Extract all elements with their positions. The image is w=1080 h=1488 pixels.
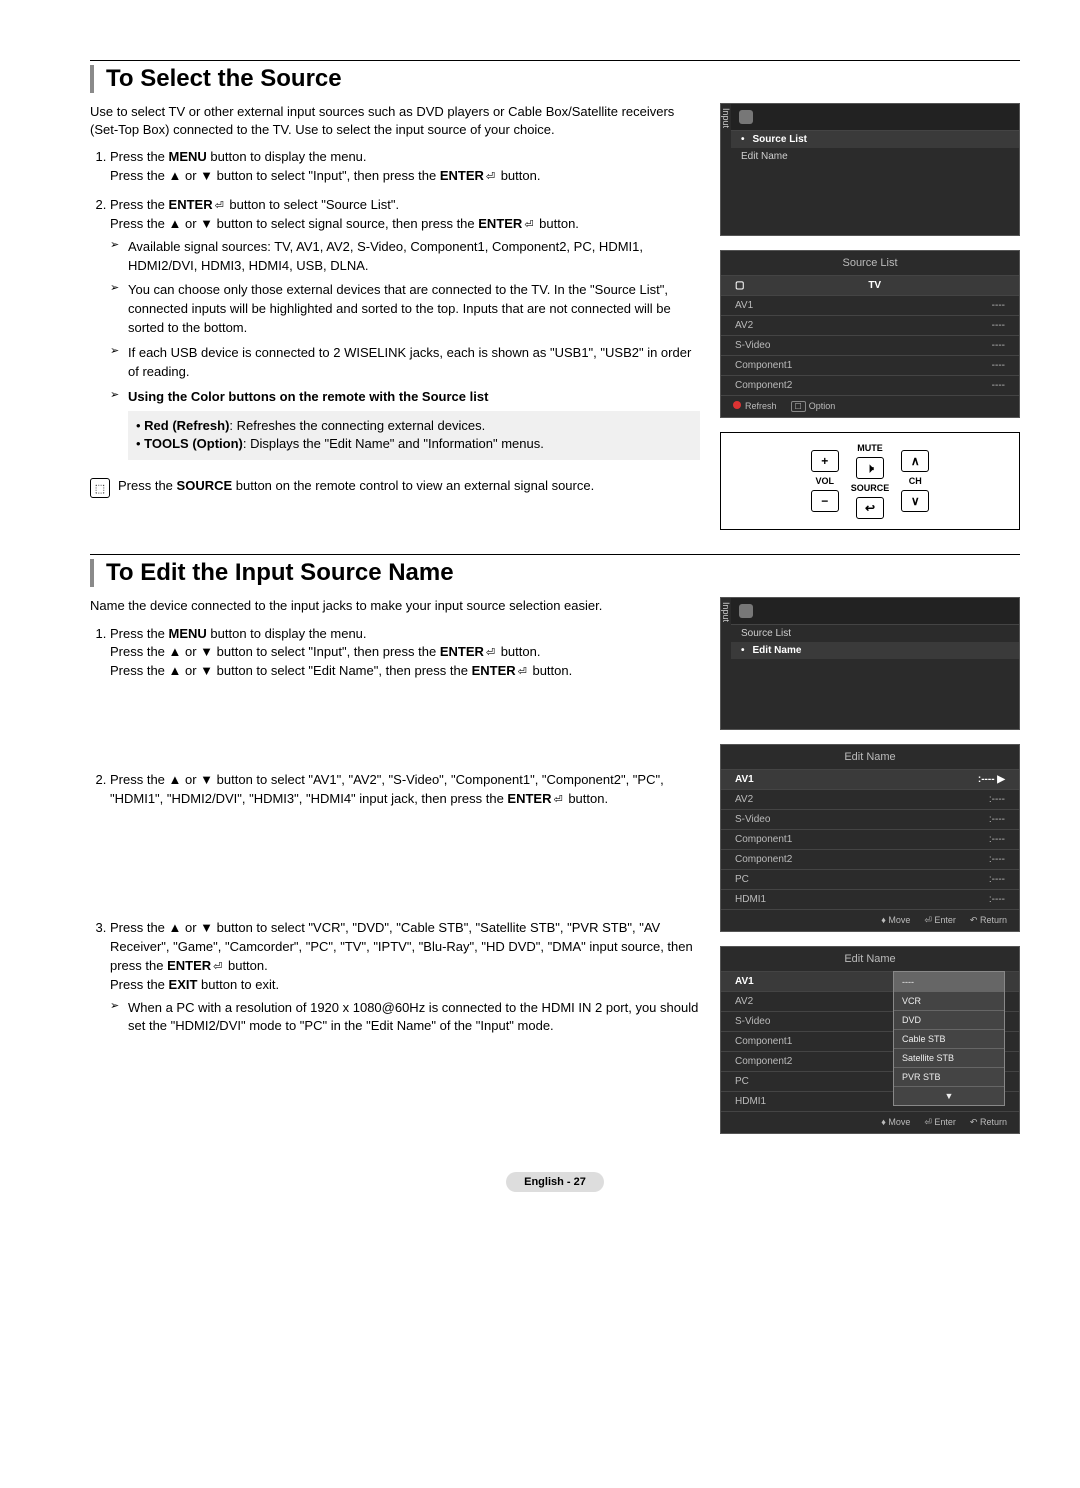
red-dot-icon <box>733 401 741 409</box>
s2-step3: Press the ▲ or ▼ button to select "VCR",… <box>110 919 700 1036</box>
source-tv[interactable]: ▢ TV <box>721 275 1019 295</box>
enter-icon: ⏎ <box>551 793 564 809</box>
popup-option[interactable]: Cable STB <box>894 1029 1004 1048</box>
section2-heading: To Edit the Input Source Name <box>90 559 1020 587</box>
vol-down-button[interactable]: − <box>811 490 839 512</box>
ch-up-button[interactable]: ∧ <box>901 450 929 472</box>
popup-option[interactable]: ---- <box>894 972 1004 991</box>
color-buttons-note: • Red (Refresh): Refreshes the connectin… <box>128 411 700 461</box>
vol-up-button[interactable]: + <box>811 450 839 472</box>
source-tip: Press the SOURCE button on the remote co… <box>118 478 594 498</box>
source-list-panel: Source List ▢ TV AV1----AV2----S-Video--… <box>720 250 1020 418</box>
ch-down-button[interactable]: ∨ <box>901 490 929 512</box>
source-item[interactable]: AV2---- <box>721 315 1019 335</box>
edit-name-popup-panel: Edit Name AV1AV2S-VideoComponent1Compone… <box>720 946 1020 1134</box>
edit-item[interactable]: Component2:---- <box>721 849 1019 869</box>
enter-icon: ⏎ <box>213 199 226 215</box>
gear-icon <box>739 110 753 124</box>
remote-tip-icon: ⬚ <box>90 478 110 498</box>
menu-edit-name[interactable]: Edit Name <box>731 148 1019 165</box>
s2-step2: Press the ▲ or ▼ button to select "AV1",… <box>110 771 700 909</box>
s2-step1: Press the MENU button to display the men… <box>110 625 700 762</box>
popup-scroll-down[interactable]: ▼ <box>894 1086 1004 1105</box>
menu-source-list[interactable]: Source List <box>731 625 1019 642</box>
source-item[interactable]: AV1---- <box>721 295 1019 315</box>
tools-icon: ☐ <box>791 401 806 412</box>
edit-item[interactable]: HDMI1:---- <box>721 889 1019 909</box>
source-item[interactable]: S-Video---- <box>721 335 1019 355</box>
gear-icon <box>739 604 753 618</box>
source-item[interactable]: Component1---- <box>721 355 1019 375</box>
popup-option[interactable]: PVR STB <box>894 1067 1004 1086</box>
s1-step2: Press the ENTER⏎ button to select "Sourc… <box>110 196 700 460</box>
enter-icon: ⏎ <box>211 960 224 976</box>
input-menu-panel: Input • Source List Edit Name <box>720 103 1020 236</box>
edit-item[interactable]: AV2:---- <box>721 789 1019 809</box>
popup-option[interactable]: Satellite STB <box>894 1048 1004 1067</box>
section1-heading: To Select the Source <box>90 65 1020 93</box>
edit-item[interactable]: PC:---- <box>721 869 1019 889</box>
popup-option[interactable]: VCR <box>894 991 1004 1010</box>
mute-button[interactable]: 🕨 <box>856 457 884 479</box>
menu-source-list[interactable]: • Source List <box>731 131 1019 148</box>
edit-item[interactable]: AV1:---- ▶ <box>721 769 1019 789</box>
section1-intro: Use to select TV or other external input… <box>90 103 700 138</box>
menu-edit-name[interactable]: • Edit Name <box>731 642 1019 659</box>
source-button[interactable]: ↩ <box>856 497 884 519</box>
remote-diagram: + VOL − MUTE 🕨 SOURCE ↩ ∧ CH ∨ <box>720 432 1020 530</box>
s1-step1: Press the MENU button to display the men… <box>110 148 700 186</box>
enter-icon: ⏎ <box>484 646 497 662</box>
source-item[interactable]: Component2---- <box>721 375 1019 395</box>
page-footer: English - 27 <box>506 1172 604 1192</box>
enter-icon: ⏎ <box>522 218 535 234</box>
popup-option[interactable]: DVD <box>894 1010 1004 1029</box>
enter-icon: ⏎ <box>516 665 529 681</box>
input-menu-panel-2: Input Source List • Edit Name <box>720 597 1020 730</box>
enter-icon: ⏎ <box>484 170 497 186</box>
edit-name-panel: Edit Name AV1:---- ▶AV2:----S-Video:----… <box>720 744 1020 932</box>
edit-item[interactable]: S-Video:---- <box>721 809 1019 829</box>
device-type-popup[interactable]: ----VCRDVDCable STBSatellite STBPVR STB … <box>893 971 1005 1106</box>
edit-item[interactable]: Component1:---- <box>721 829 1019 849</box>
section2-intro: Name the device connected to the input j… <box>90 597 700 615</box>
